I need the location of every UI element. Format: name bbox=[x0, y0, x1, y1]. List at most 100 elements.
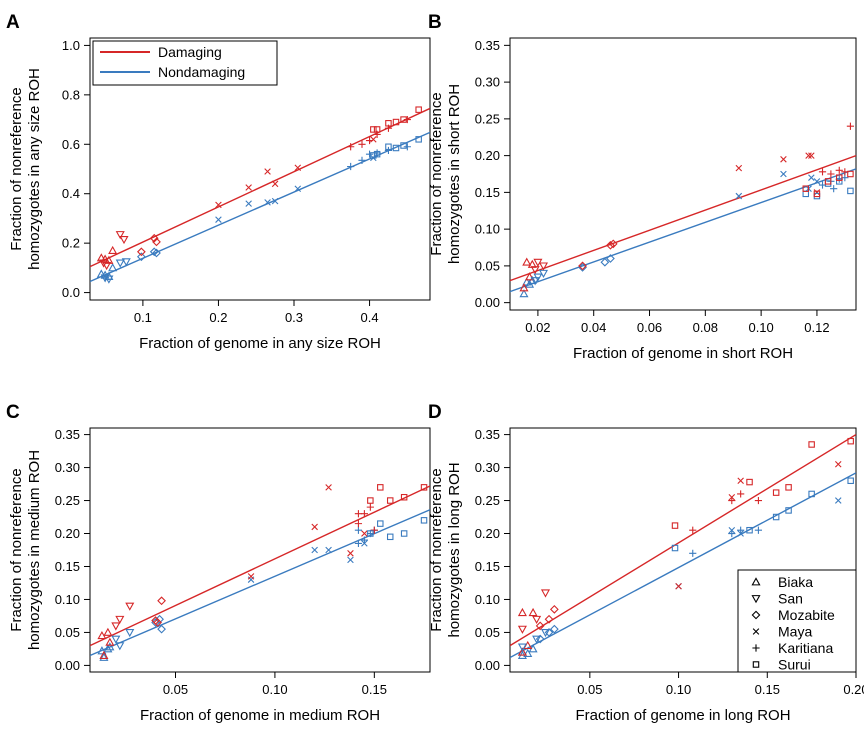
y-axis-label-line2: homozygotes in medium ROH bbox=[26, 450, 43, 650]
legend-marker-karitiana bbox=[752, 644, 760, 652]
point-surui-nondamaging bbox=[802, 190, 810, 198]
point-karitiana-nondamaging bbox=[403, 143, 411, 151]
x-tick-label: 0.10 bbox=[666, 682, 691, 697]
y-axis-label-line2: homozygotes in long ROH bbox=[446, 462, 463, 637]
y-tick-label: 0.25 bbox=[475, 493, 500, 508]
legend-label: Surui bbox=[778, 657, 811, 673]
y-tick-label: 0.10 bbox=[475, 222, 500, 237]
point-mozabite-damaging bbox=[535, 621, 545, 631]
point-surui-nondamaging bbox=[370, 152, 377, 159]
point-surui-nondamaging bbox=[785, 507, 792, 514]
panel-b: B 0.02 0.04 0.06 0.08 0.10 0.12 0.00 0.05 0.10 0.1… bbox=[428, 12, 857, 362]
fit-line-nondamaging bbox=[510, 168, 856, 293]
data-area bbox=[90, 484, 430, 661]
x-tick-label: 0.08 bbox=[693, 320, 718, 335]
point-maya-damaging bbox=[834, 461, 842, 468]
plot-frame bbox=[509, 37, 857, 311]
point-surui-nondamaging bbox=[400, 142, 407, 149]
x-tick-label: 0.15 bbox=[755, 682, 780, 697]
point-san-nondamaging bbox=[532, 635, 542, 644]
point-biaka-damaging bbox=[96, 253, 106, 262]
data-area bbox=[510, 433, 856, 659]
legend-label: Maya bbox=[778, 624, 812, 640]
data-area bbox=[90, 106, 430, 284]
point-surui-damaging bbox=[367, 497, 374, 504]
point-san-nondamaging bbox=[125, 629, 135, 638]
point-mozabite-damaging bbox=[549, 604, 559, 614]
point-san-damaging bbox=[517, 625, 527, 634]
point-mozabite-damaging bbox=[544, 614, 554, 624]
point-karitiana-nondamaging bbox=[830, 185, 838, 193]
y-axis-label: Fraction of nonreference homozygotes in l… bbox=[428, 462, 463, 637]
point-maya-nondamaging bbox=[808, 174, 815, 181]
legend-label: Nondamaging bbox=[158, 64, 245, 80]
point-surui-nondamaging bbox=[847, 187, 854, 195]
x-tick-label: 0.05 bbox=[577, 682, 602, 697]
x-tick-label: 0.2 bbox=[209, 310, 227, 325]
plot-frame bbox=[509, 427, 857, 673]
point-biaka-damaging bbox=[517, 647, 527, 656]
point-surui-damaging bbox=[415, 106, 422, 113]
point-biaka-damaging bbox=[522, 257, 532, 266]
legend-label: Karitiana bbox=[778, 640, 833, 656]
point-mozabite-damaging bbox=[152, 237, 161, 247]
y-tick-label: 0.6 bbox=[62, 137, 80, 152]
point-san-damaging bbox=[102, 261, 112, 271]
point-karitiana-damaging bbox=[689, 526, 697, 534]
point-karitiana-damaging bbox=[728, 496, 736, 505]
point-maya-damaging bbox=[264, 168, 271, 175]
point-karitiana-nondamaging bbox=[384, 146, 393, 155]
y-tick-label: 0.00 bbox=[475, 658, 500, 673]
x-axis-label: Fraction of genome in medium ROH bbox=[140, 707, 380, 724]
y-tick-label: 0.8 bbox=[62, 87, 80, 102]
point-mozabite-damaging bbox=[608, 239, 618, 249]
x-tick-label: 0.02 bbox=[525, 320, 550, 335]
fit-line-nondamaging bbox=[510, 472, 856, 659]
legend-box bbox=[737, 569, 857, 673]
y-tick-label: 0.35 bbox=[55, 427, 80, 442]
point-karitiana-damaging bbox=[846, 122, 855, 130]
point-maya-nondamaging bbox=[347, 556, 354, 564]
point-san-damaging bbox=[530, 266, 540, 275]
legend-marker-maya bbox=[752, 628, 760, 635]
legend-lines: Damaging Nondamaging bbox=[92, 40, 278, 86]
point-surui-damaging bbox=[377, 484, 384, 491]
point-maya-damaging bbox=[805, 152, 812, 159]
point-surui-nondamaging bbox=[392, 144, 400, 152]
point-mozabite-nondamaging bbox=[606, 254, 615, 263]
point-maya-nondamaging bbox=[311, 546, 318, 554]
fit-line-damaging bbox=[90, 485, 430, 647]
point-san-nondamaging bbox=[121, 258, 131, 267]
x-tick-label: 0.10 bbox=[748, 320, 773, 335]
y-tick-label: 0.00 bbox=[475, 295, 500, 310]
y-axis-label-line1: Fraction of nonreference bbox=[8, 468, 25, 631]
y-tick-label: 0.4 bbox=[62, 186, 80, 201]
point-surui-damaging bbox=[824, 178, 832, 185]
point-biaka-nondamaging bbox=[519, 289, 529, 298]
point-surui-damaging bbox=[813, 190, 821, 198]
point-surui-damaging bbox=[385, 120, 392, 127]
y-tick-label: 0.2 bbox=[62, 236, 80, 251]
point-maya-damaging bbox=[361, 530, 368, 537]
legend-label: Biaka bbox=[778, 574, 813, 590]
y-axis-label: Fraction of nonreference homozygotes in a… bbox=[8, 68, 43, 270]
data-area bbox=[510, 122, 856, 298]
point-karitiana-damaging bbox=[358, 140, 366, 148]
y-tick-label: 1.0 bbox=[62, 38, 80, 53]
point-maya-damaging bbox=[215, 201, 222, 209]
point-maya-nondamaging bbox=[735, 192, 743, 200]
point-surui-damaging bbox=[386, 497, 394, 504]
y-tick-label: 0.20 bbox=[475, 526, 500, 541]
point-karitiana-damaging bbox=[347, 143, 355, 151]
point-karitiana-nondamaging bbox=[354, 526, 363, 534]
point-san-damaging bbox=[540, 589, 551, 598]
point-san-nondamaging bbox=[517, 643, 527, 652]
point-surui-nondamaging bbox=[808, 490, 815, 498]
point-mozabite-nondamaging bbox=[578, 262, 587, 272]
point-maya-nondamaging bbox=[245, 200, 252, 207]
plot-frame bbox=[89, 37, 431, 301]
point-karitiana-damaging bbox=[827, 170, 835, 178]
point-biaka-damaging bbox=[528, 607, 538, 617]
panel-label: A bbox=[6, 12, 20, 33]
x-axis-label: Fraction of genome in any size ROH bbox=[139, 335, 381, 352]
